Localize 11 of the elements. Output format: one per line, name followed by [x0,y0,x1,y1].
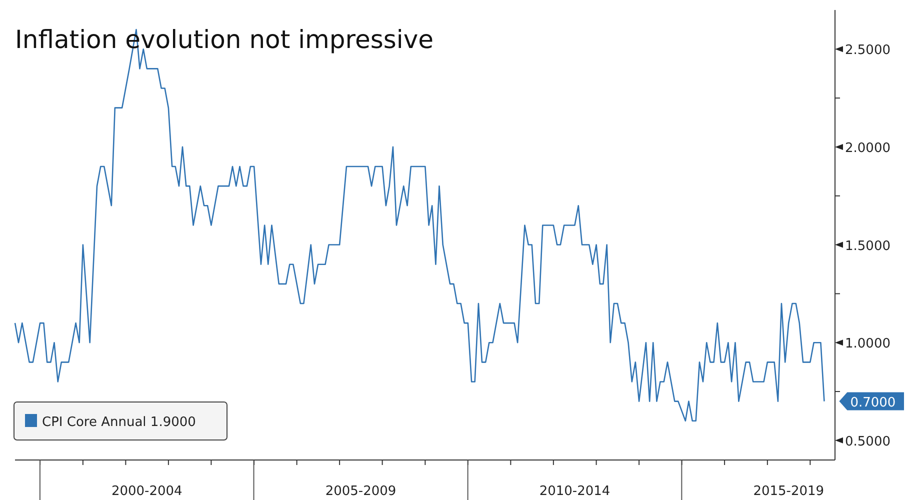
x-tick-label: 2000-2004 [111,484,182,499]
x-tick-label: 2005-2009 [325,484,396,499]
y-tick-label: 2.5000 [845,43,890,58]
y-tick-label: 2.0000 [845,140,890,156]
annotation: 0.7000 [850,395,896,410]
x-tick-label: 2015-2019 [753,484,824,499]
y-tick-label: 1.5000 [845,238,890,254]
y-tick-label: 1.0000 [845,336,890,352]
y-tick-label: 0.5000 [845,434,890,450]
legend-label: CPI Core Annual 1.9000 [42,415,196,430]
x-tick-label: 2010-2014 [539,484,610,499]
